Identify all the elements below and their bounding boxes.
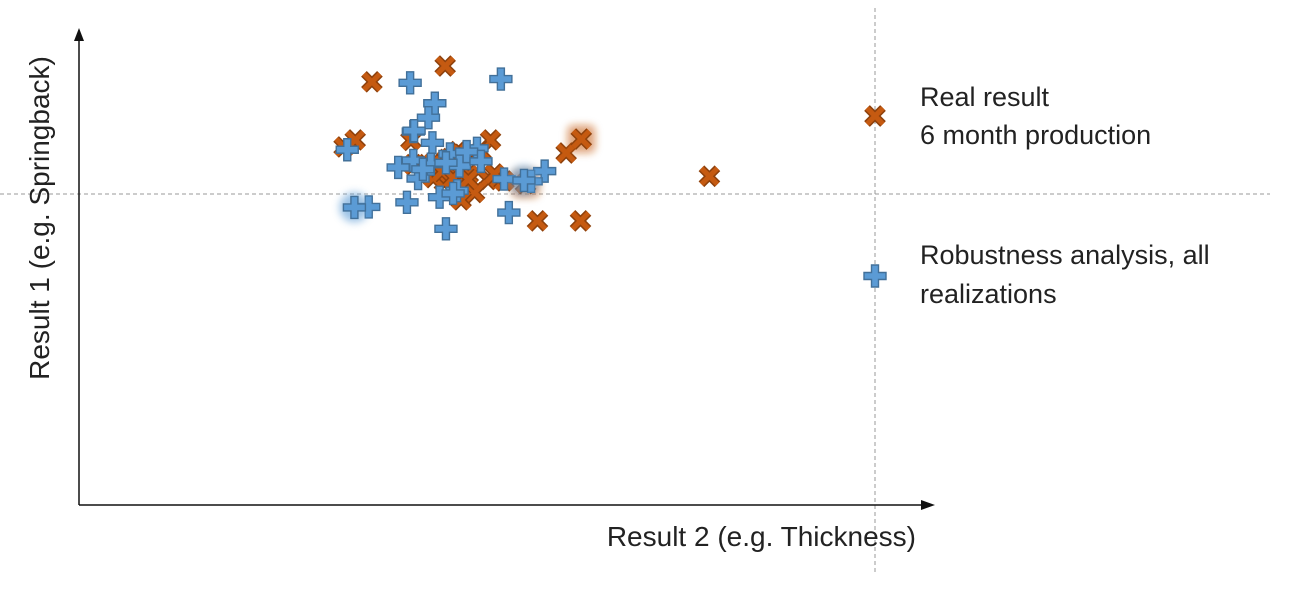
robustness-point-24 <box>532 159 557 183</box>
legend-marker-robustness <box>863 264 887 288</box>
legend-marker-real-result <box>864 105 886 127</box>
robustness-point-highlighted-0 <box>339 192 370 223</box>
robustness-point-6 <box>420 131 445 155</box>
legend-label-real-result-line2: 6 month production <box>920 120 1151 150</box>
legend-label-robustness-line1: Robustness analysis, all <box>920 240 1210 270</box>
robustness-point-0 <box>398 71 422 95</box>
real-result-point-18 <box>698 165 721 188</box>
robustness-point-highlighted-1 <box>508 165 539 196</box>
robustness-point-3 <box>335 138 359 162</box>
y-axis-arrow <box>74 28 84 41</box>
robustness-point-7 <box>402 118 426 143</box>
real-result-point-16 <box>569 210 592 232</box>
robustness-point-19 <box>395 190 419 214</box>
y-axis-label: Result 1 (e.g. Springback) <box>24 56 55 380</box>
real-result-point-0 <box>434 55 456 77</box>
robustness-point-18 <box>469 149 493 174</box>
legend: Real result 6 month production Robustnes… <box>863 82 1210 309</box>
robustness-point-28 <box>386 155 410 180</box>
robustness-point-17 <box>434 151 458 175</box>
robustness-point-22 <box>434 217 458 241</box>
robustness-point-16 <box>492 167 516 191</box>
x-axis-arrow <box>921 500 935 510</box>
real-result-point-12 <box>463 181 486 204</box>
robustness-point-27 <box>411 157 435 181</box>
robustness-point-21 <box>497 200 521 225</box>
legend-label-real-result-line1: Real result <box>920 82 1050 112</box>
robustness-point-2 <box>489 67 513 91</box>
x-axis-label: Result 2 (e.g. Thickness) <box>607 521 916 552</box>
real-result-point-1 <box>361 71 383 93</box>
robustness-point-26 <box>441 181 465 206</box>
real-result-point-21 <box>526 210 549 232</box>
robustness-point-4 <box>416 105 441 130</box>
points-layer <box>333 55 721 241</box>
legend-label-robustness-line2: realizations <box>920 279 1057 309</box>
real-result-point-highlighted-0 <box>567 125 596 154</box>
